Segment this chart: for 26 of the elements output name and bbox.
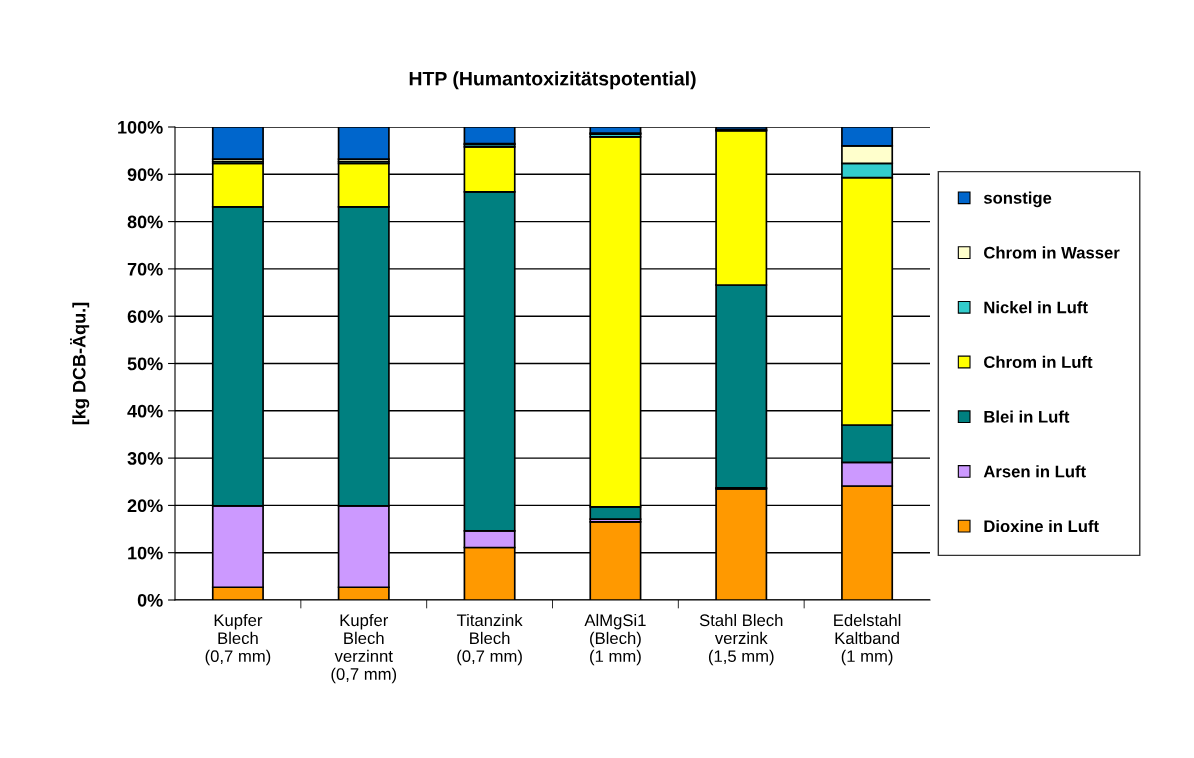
- y-tick-label: 30%: [127, 452, 163, 465]
- y-tick-label: 100%: [118, 120, 163, 134]
- y-tick-label: 70%: [127, 262, 163, 276]
- legend-label: Chrom in Wasser: [984, 246, 1120, 259]
- legend-label: Blei in Luft: [984, 410, 1070, 423]
- y-tick-label: 50%: [127, 357, 163, 371]
- y-axis-title: [kg DCB-Äqu.]: [69, 302, 90, 425]
- y-tick-label: 40%: [127, 404, 163, 418]
- y-tick-label: 60%: [127, 310, 163, 323]
- x-tick-label: Kupfer Blech (0,7 mm): [205, 613, 271, 666]
- y-tick-label: 20%: [127, 499, 163, 513]
- x-tick-label: Edelstahl Kaltband (1 mm): [834, 613, 901, 666]
- y-tick-label: 10%: [128, 546, 163, 560]
- chart-title: HTP (Humantoxizitätspotential): [409, 71, 696, 90]
- legend-label: Chrom in Luft: [984, 355, 1093, 369]
- legend-label: sonstige: [983, 191, 1052, 208]
- y-tick-label: 0%: [137, 593, 163, 607]
- legend-label: Dioxine in Luft: [984, 519, 1099, 533]
- y-tick-label: 80%: [127, 215, 163, 229]
- legend-label: Nickel in Luft: [984, 301, 1088, 314]
- x-tick-label: Kupfer Blech verzinnt (0,7 mm): [331, 613, 397, 684]
- x-tick-label: Stahl Blech verzink (1,5 mm): [699, 613, 783, 666]
- x-tick-label: AlMgSi1 (Blech) (1 mm): [584, 613, 646, 666]
- y-tick-label: 90%: [127, 168, 163, 182]
- x-tick-label: Titanzink Blech (0,7 mm): [456, 613, 523, 666]
- legend-label: Arsen in Luft: [983, 465, 1086, 478]
